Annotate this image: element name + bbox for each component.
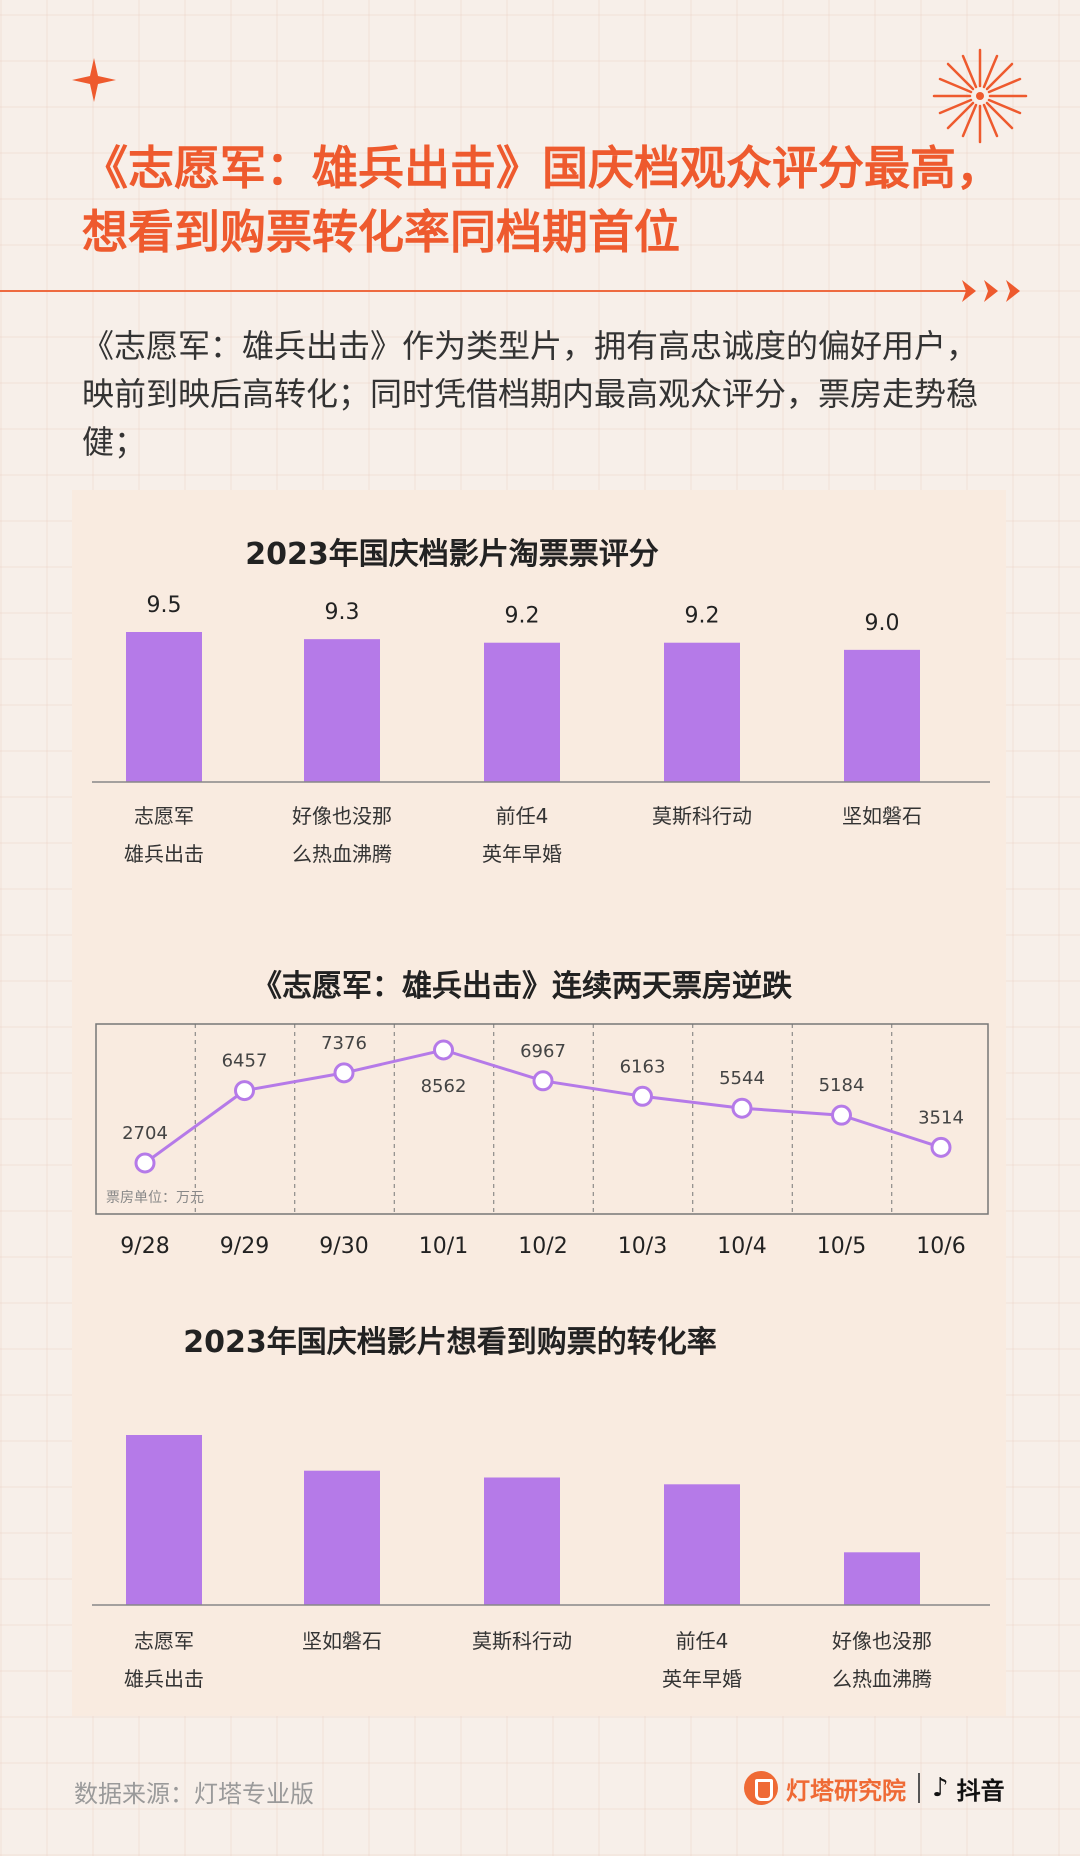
chart-title: 2023年国庆档影片想看到购票的转化率	[183, 1325, 717, 1360]
data-label: 6967	[520, 1041, 566, 1062]
data-label: 6163	[620, 1056, 666, 1077]
lighthouse-logo-icon	[744, 1771, 778, 1805]
chart-title: 《志愿军：雄兵出击》连续两天票房逆跌	[252, 969, 792, 1004]
charts-svg: 2023年国庆档影片淘票票评分9.5志愿军雄兵出击9.3好像也没那么热血沸腾9.…	[92, 537, 990, 1691]
category-label: 么热血沸腾	[292, 842, 392, 866]
data-label: 2704	[122, 1123, 168, 1144]
douyin-logo-icon: ♪	[932, 1773, 949, 1803]
data-source: 数据来源：灯塔专业版	[74, 1780, 314, 1808]
category-label: 英年早婚	[662, 1667, 742, 1691]
page-title: 《志愿军：雄兵出击》国庆档观众评分最高，想看到购票转化率同档期首位	[82, 141, 1002, 259]
plot-frame	[95, 1023, 989, 1215]
data-point	[831, 1104, 852, 1126]
x-tick-label: 10/4	[717, 1234, 766, 1259]
category-label: 志愿军	[134, 1629, 194, 1653]
data-label: 6457	[222, 1051, 268, 1072]
category-label: 雄兵出击	[124, 842, 204, 866]
category-label: 前任4	[676, 1629, 729, 1653]
bar	[484, 642, 560, 782]
description-text: 《志愿军：雄兵出击》作为类型片，拥有高忠诚度的偏好用户，映前到映后高转化；同时凭…	[82, 327, 979, 461]
category-label: 前任4	[496, 804, 549, 828]
category-label: 好像也没那	[292, 804, 392, 828]
data-point	[134, 1152, 156, 1174]
charts-panel: 2023年国庆档影片淘票票评分 9.5 志愿军 雄兵出击 9.3 好像也没那 么热血沸腾 9.…	[72, 490, 1006, 1716]
category-label: 莫斯科行动	[472, 1629, 572, 1653]
data-point	[930, 1136, 952, 1158]
data-label: 9.3	[325, 600, 360, 625]
brand-name: 灯塔研究院	[786, 1776, 906, 1805]
bar	[664, 642, 740, 782]
data-point	[532, 1070, 554, 1092]
sparkle-icon	[72, 58, 116, 102]
category-label: 雄兵出击	[124, 1667, 204, 1691]
category-label: 志愿军	[134, 804, 194, 828]
bar	[844, 649, 920, 782]
x-tick-label: 10/1	[419, 1234, 468, 1259]
data-point	[632, 1085, 653, 1107]
data-point	[234, 1080, 255, 1102]
data-label: 3514	[918, 1107, 964, 1128]
category-label: 莫斯科行动	[652, 804, 752, 828]
x-tick-label: 9/30	[319, 1234, 368, 1259]
platform-name: 抖音	[956, 1776, 1005, 1805]
data-label: 9.5	[147, 593, 182, 618]
bar	[304, 1470, 380, 1605]
data-point	[333, 1062, 355, 1084]
chart-title: 2023年国庆档影片淘票票评分	[245, 537, 659, 572]
x-tick-label: 10/3	[618, 1234, 667, 1259]
unit-label: 票房单位：万元	[106, 1190, 204, 1206]
bar	[304, 639, 380, 782]
title-divider	[0, 290, 968, 292]
data-point	[433, 1039, 454, 1061]
data-label: 5184	[819, 1075, 865, 1096]
brand-area: 灯塔研究院 ♪ 抖音	[744, 1768, 1005, 1808]
data-label: 9.0	[865, 611, 900, 636]
data-point	[731, 1097, 753, 1119]
data-label: 5544	[719, 1068, 765, 1089]
x-tick-label: 10/6	[916, 1234, 965, 1259]
data-label: 9.2	[685, 604, 720, 629]
data-label: 8562	[421, 1076, 467, 1097]
data-label: 7376	[321, 1033, 367, 1054]
x-tick-label: 10/5	[817, 1234, 866, 1259]
bar	[484, 1477, 560, 1605]
x-tick-label: 10/2	[518, 1234, 567, 1259]
category-label: 坚如磐石	[842, 804, 922, 828]
category-label: 好像也没那	[832, 1629, 932, 1653]
category-label: 么热血沸腾	[832, 1667, 932, 1691]
bar	[664, 1484, 740, 1605]
bar	[126, 632, 202, 782]
firework-icon	[932, 48, 1028, 144]
category-label: 英年早婚	[482, 842, 562, 866]
x-tick-label: 9/29	[220, 1234, 269, 1259]
arrows-icon	[962, 280, 1020, 302]
brand-divider	[918, 1773, 920, 1803]
bar	[126, 1435, 202, 1605]
category-label: 坚如磐石	[302, 1629, 382, 1653]
data-label: 9.2	[505, 604, 540, 629]
bar	[844, 1552, 920, 1605]
x-tick-label: 9/28	[120, 1234, 169, 1259]
